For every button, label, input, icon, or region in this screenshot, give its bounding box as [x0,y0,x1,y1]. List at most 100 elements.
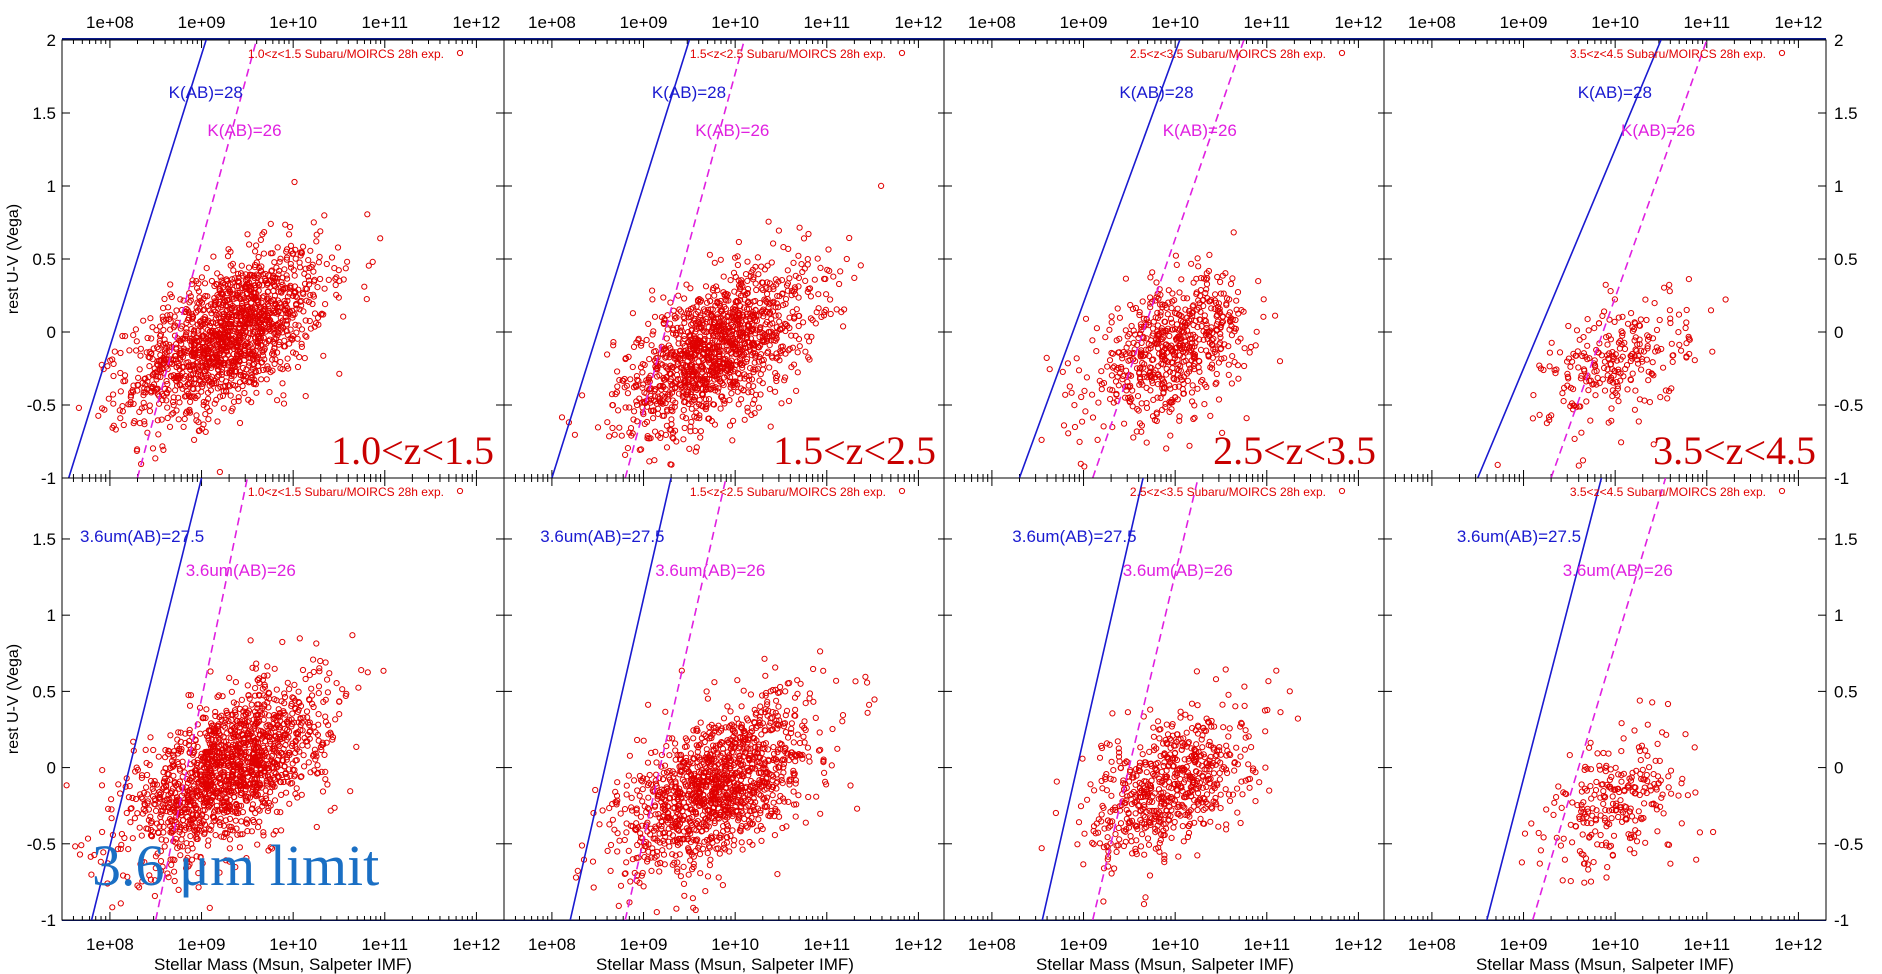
data-point [134,381,141,388]
data-point [274,244,281,251]
data-point [236,357,243,364]
data-point [177,382,184,389]
data-point [170,402,177,409]
data-point [307,247,314,254]
data-point [795,252,802,259]
data-point [276,267,283,274]
data-point [783,321,790,328]
data-point [270,338,277,345]
data-point [258,268,265,275]
data-point [659,398,666,405]
data-point [697,428,705,435]
data-point [807,315,815,322]
data-point [672,315,679,322]
data-point [229,381,236,389]
data-point [210,253,217,260]
data-point [291,178,298,186]
data-point [264,312,271,319]
data-point [276,338,283,346]
data-point [633,401,641,409]
data-point [166,344,173,351]
data-point [628,432,635,439]
data-point [279,329,286,336]
data-point [117,349,124,357]
data-point [160,326,167,334]
data-point [786,314,793,321]
data-point [214,418,221,425]
data-point [229,343,236,350]
data-point [282,307,289,314]
data-point [190,365,198,372]
data-point [248,299,255,306]
data-point [236,419,244,427]
data-point [181,393,189,400]
data-point [736,336,743,343]
data-point [227,328,234,335]
data-point [223,388,230,395]
data-point [177,356,184,363]
data-point [144,429,151,436]
data-point [788,364,795,371]
data-point [175,360,182,367]
data-point [194,307,201,314]
data-point [149,324,156,331]
data-point [167,291,174,298]
data-point [663,444,671,451]
data-point [651,313,659,320]
data-point [189,352,196,359]
data-point [224,336,231,343]
data-point [310,219,317,226]
data-point [283,363,291,370]
data-point [302,393,309,400]
data-point [251,313,258,320]
data-point [734,298,742,305]
data-point [148,350,155,357]
data-point [116,407,123,414]
data-point [212,315,219,322]
data-point [253,356,260,363]
data-point [236,321,243,328]
data-point [154,391,162,398]
data-point [712,384,719,391]
data-point [246,241,253,248]
data-point [266,389,273,396]
data-point [727,277,734,284]
data-point [790,259,797,266]
data-point [283,246,291,253]
data-point [227,289,234,296]
solid-line-label: K(AB)=28 [169,83,243,102]
data-point [222,315,229,322]
data-point [155,431,162,438]
data-point [161,295,168,303]
data-point [251,380,258,387]
data-point [323,260,330,268]
data-point [307,325,314,332]
data-point [193,412,200,419]
data-point [776,318,783,325]
data-point [251,272,258,279]
data-point [148,387,155,395]
data-point [120,378,127,385]
data-point [212,352,219,359]
data-point [221,325,228,332]
data-point [649,296,656,303]
data-point [239,284,246,292]
data-point [253,242,260,249]
data-point [614,383,621,390]
data-point [684,310,691,317]
data-point [794,349,801,356]
data-point [227,262,234,269]
data-point [281,300,288,307]
data-point [288,264,295,271]
data-point [225,320,232,328]
data-point [161,336,168,343]
data-point [220,347,227,354]
data-point [681,343,688,350]
data-point [723,339,730,346]
data-point [306,317,313,325]
data-point [231,326,239,333]
data-point [110,400,117,407]
data-point [120,421,127,429]
data-point [629,363,636,371]
data-point [194,385,201,392]
